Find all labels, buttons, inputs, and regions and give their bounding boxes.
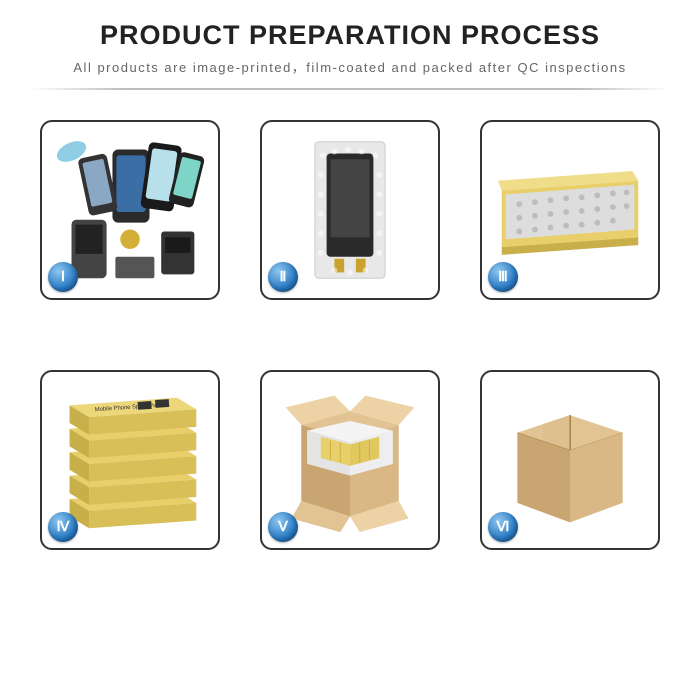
step-badge-1: Ⅰ (48, 262, 78, 292)
step-badge-3: Ⅲ (488, 262, 518, 292)
shipping-box-icon (492, 382, 648, 538)
step-5: Ⅴ (260, 370, 440, 550)
step-3: Ⅲ (480, 120, 660, 300)
phone-parts-icon (52, 132, 208, 288)
foam-carton-icon (272, 382, 428, 538)
step-badge-6: Ⅵ (488, 512, 518, 542)
step-badge-4: Ⅳ (48, 512, 78, 542)
process-grid: Ⅰ Ⅱ (30, 120, 670, 550)
step-2: Ⅱ (260, 120, 440, 300)
step-6: Ⅵ (480, 370, 660, 550)
step-badge-2: Ⅱ (268, 262, 298, 292)
header-divider (30, 88, 670, 90)
step-1: Ⅰ (40, 120, 220, 300)
bubble-wrap-icon (272, 132, 428, 288)
step-badge-5: Ⅴ (268, 512, 298, 542)
step-4: Mobile Phone Spare Parts Ⅳ (40, 370, 220, 550)
page-title: PRODUCT PREPARATION PROCESS (30, 20, 670, 51)
header: PRODUCT PREPARATION PROCESS All products… (30, 20, 670, 76)
open-carton-icon (492, 132, 648, 288)
stacked-boxes-icon: Mobile Phone Spare Parts (52, 382, 208, 538)
page-subtitle: All products are image-printed，film-coat… (30, 57, 670, 76)
